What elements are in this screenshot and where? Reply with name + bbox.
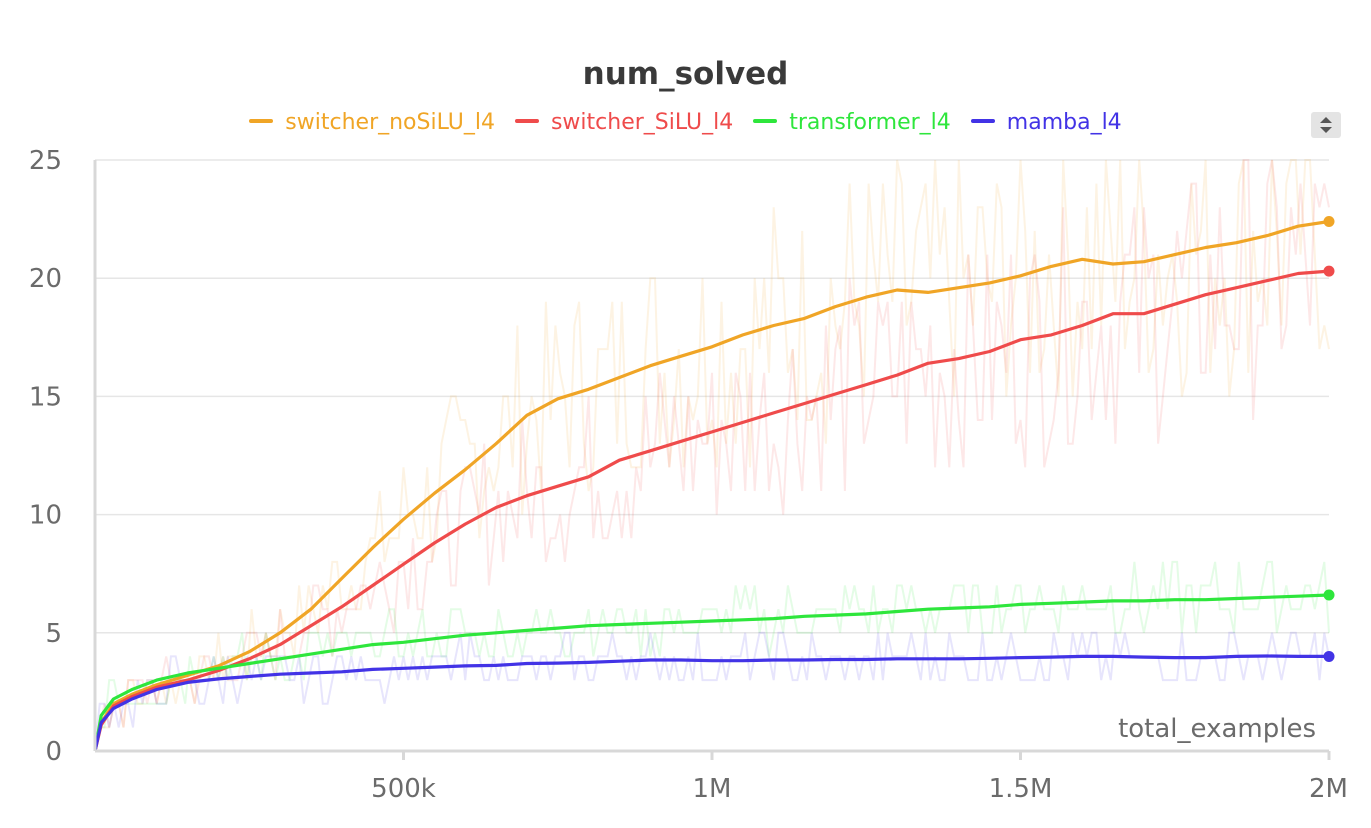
up-down-chevrons-icon [1320, 117, 1332, 133]
legend-swatch [753, 119, 778, 123]
y-tick-label: 25 [29, 146, 62, 176]
series-line [93, 593, 1330, 752]
series-line [93, 219, 1330, 752]
series-endpoint [1323, 265, 1335, 277]
raw-noise-layer [94, 159, 1330, 752]
series-endpoint [1323, 215, 1335, 227]
x-tick-label: 1.5M [989, 774, 1053, 804]
legend-swatch [249, 119, 274, 123]
y-tick-label: 0 [45, 737, 62, 767]
legend-swatch [970, 119, 995, 123]
legend-label: switcher_noSiLU_l4 [285, 110, 495, 135]
grid-lines [95, 159, 1329, 634]
legend-item[interactable]: switcher_SiLU_l4 [514, 110, 734, 135]
legend-item[interactable]: switcher_noSiLU_l4 [249, 110, 495, 135]
series-endpoint [1323, 589, 1335, 601]
legend-label: switcher_SiLU_l4 [550, 110, 734, 135]
legend-label: transformer_l4 [789, 110, 951, 135]
series-raw-noise [94, 159, 1330, 752]
y-tick-label: 20 [29, 264, 62, 294]
y-tick-label: 15 [29, 382, 62, 412]
legend: switcher_noSiLU_l4 switcher_SiLU_l4 transf… [0, 110, 1371, 135]
series-layer [93, 215, 1335, 752]
legend-label: mamba_l4 [1006, 110, 1122, 135]
legend-item[interactable]: transformer_l4 [753, 110, 951, 135]
y-tick-label: 5 [45, 619, 62, 649]
series-raw-noise [94, 159, 1330, 752]
x-tick-label: 2M [1309, 774, 1348, 804]
series-line [93, 269, 1330, 752]
series-raw-noise [94, 560, 1330, 752]
axes: 0 5 10 15 20 25 500k 1M 1.5M 2M [29, 146, 1348, 804]
y-tick-label: 10 [29, 501, 62, 531]
x-axis-label: total_examples [1118, 714, 1316, 744]
x-tick-label: 500k [371, 774, 436, 804]
chart-title: num_solved [582, 56, 789, 92]
legend-swatch [514, 119, 539, 123]
legend-item[interactable]: mamba_l4 [970, 110, 1122, 135]
legend-scroll-control[interactable] [1311, 112, 1341, 138]
x-tick-label: 1M [693, 774, 732, 804]
series-endpoint [1323, 650, 1335, 662]
series-line [93, 654, 1329, 752]
